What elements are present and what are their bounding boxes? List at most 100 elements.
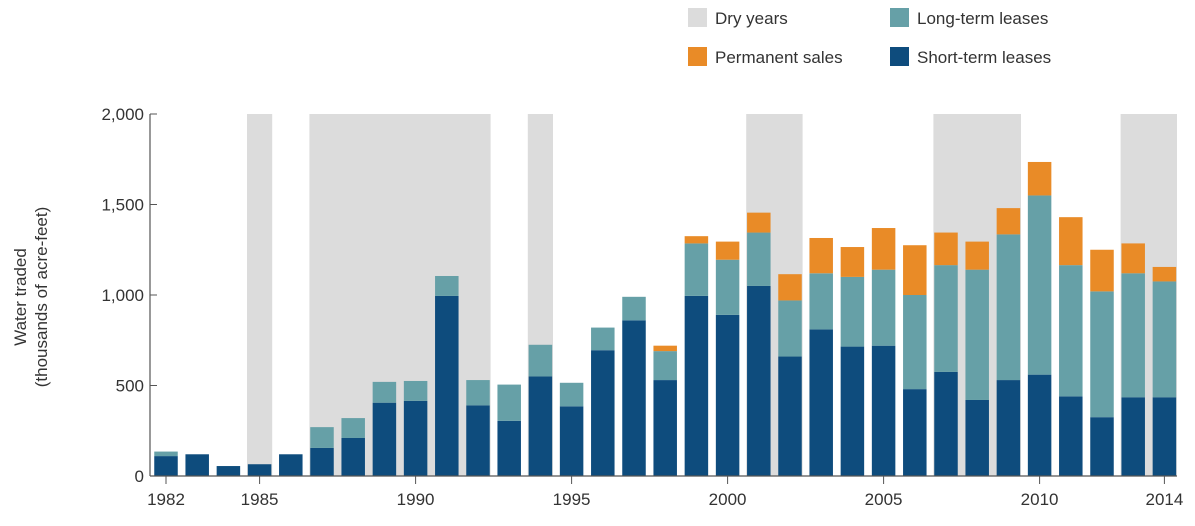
bar-segment-permanent-sales	[1152, 266, 1177, 282]
bar-segment-permanent-sales	[1121, 243, 1145, 274]
bar-segment-long-term-leases	[497, 384, 521, 421]
y-tick-label: 2,000	[101, 105, 144, 124]
bar-segment-long-term-leases	[903, 295, 927, 390]
bar-segment-short-term-leases	[559, 406, 584, 476]
bar-segment-long-term-leases	[840, 276, 865, 347]
y-axis-label: Water traded (thousands of acre-feet)	[11, 207, 51, 387]
bar-segment-short-term-leases	[1090, 417, 1114, 476]
bar-segment-short-term-leases	[715, 314, 740, 476]
y-tick-label: 500	[116, 377, 144, 396]
bar-segment-short-term-leases	[996, 380, 1021, 476]
bar-segment-short-term-leases	[622, 320, 646, 476]
bar-segment-long-term-leases	[1121, 273, 1145, 398]
x-tick-label: 1985	[241, 490, 279, 509]
bar-segment-permanent-sales	[684, 236, 709, 244]
bar-segment-short-term-leases	[528, 376, 553, 476]
bar-segment-long-term-leases	[466, 380, 490, 406]
y-tick-label: 1,500	[101, 196, 144, 215]
bar-segment-short-term-leases	[903, 389, 927, 476]
bar-segment-long-term-leases	[715, 259, 740, 315]
bar-segment-short-term-leases	[871, 345, 896, 476]
bar-segment-long-term-leases	[528, 344, 553, 377]
bar-segment-short-term-leases	[279, 454, 303, 476]
bars	[154, 161, 1177, 476]
bar-segment-long-term-leases	[996, 234, 1021, 381]
axes	[149, 114, 1177, 477]
bar-segment-permanent-sales	[809, 237, 833, 274]
x-tick-label: 2000	[709, 490, 747, 509]
bar-segment-permanent-sales	[1090, 249, 1114, 292]
bar-segment-permanent-sales	[965, 241, 989, 270]
x-axis-ticks: 1982 1985 1990 1995 2000 2005 2010 2014	[147, 476, 1183, 509]
bar-segment-short-term-leases	[372, 402, 397, 476]
bar-segment-permanent-sales	[715, 241, 740, 260]
bar-segment-short-term-leases	[216, 466, 241, 476]
legend-label: Long-term leases	[917, 9, 1048, 28]
bar-segment-permanent-sales	[1059, 217, 1083, 266]
bar-segment-long-term-leases	[435, 275, 459, 296]
bar-segment-long-term-leases	[310, 427, 334, 448]
bar-segment-long-term-leases	[591, 327, 615, 351]
bar-segment-long-term-leases	[1152, 281, 1177, 398]
bar-segment-long-term-leases	[809, 273, 833, 330]
bar-segment-short-term-leases	[247, 464, 272, 476]
x-tick-label: 2014	[1145, 490, 1183, 509]
bar-segment-long-term-leases	[653, 351, 677, 381]
bar-segment-short-term-leases	[435, 295, 459, 476]
bar-segment-long-term-leases	[965, 269, 989, 400]
bar-segment-short-term-leases	[310, 447, 334, 476]
bar-segment-permanent-sales	[747, 212, 771, 233]
bar-segment-long-term-leases	[341, 418, 365, 438]
bar-segment-permanent-sales	[996, 208, 1021, 235]
legend-swatch	[688, 47, 707, 66]
bar-segment-short-term-leases	[154, 456, 178, 476]
bar-segment-permanent-sales	[903, 245, 927, 295]
bar-segment-long-term-leases	[559, 382, 584, 407]
y-axis-title-line: Water traded	[11, 248, 30, 346]
x-tick-label: 1990	[397, 490, 435, 509]
bar-segment-permanent-sales	[1027, 161, 1052, 196]
bar-segment-long-term-leases	[778, 300, 802, 357]
x-tick-label: 2005	[865, 490, 903, 509]
bar-segment-long-term-leases	[1059, 265, 1083, 397]
bar-segment-short-term-leases	[778, 356, 802, 476]
bar-segment-permanent-sales	[840, 247, 865, 277]
bar-segment-short-term-leases	[747, 285, 771, 476]
y-axis-ticks: 0 500 1,000 1,500 2,000	[101, 105, 157, 486]
bar-segment-short-term-leases	[1059, 396, 1083, 476]
bar-segment-short-term-leases	[934, 371, 958, 476]
bar-segment-short-term-leases	[653, 380, 677, 476]
legend-label: Dry years	[715, 9, 788, 28]
bar-segment-long-term-leases	[934, 265, 958, 372]
x-tick-label: 1995	[553, 490, 591, 509]
legend-label: Short-term leases	[917, 48, 1051, 67]
bar-segment-short-term-leases	[1152, 397, 1177, 476]
bar-segment-short-term-leases	[466, 405, 490, 476]
bar-segment-long-term-leases	[154, 451, 178, 457]
bar-segment-long-term-leases	[871, 269, 896, 346]
bar-segment-short-term-leases	[1121, 397, 1145, 476]
bar-segment-short-term-leases	[185, 454, 209, 476]
bar-segment-long-term-leases	[622, 296, 646, 321]
bar-segment-short-term-leases	[840, 346, 865, 476]
bar-segment-long-term-leases	[684, 243, 709, 296]
legend-swatch	[890, 47, 909, 66]
y-tick-label: 1,000	[101, 286, 144, 305]
legend-swatch	[890, 8, 909, 27]
y-axis-title: Water traded (thousands of acre-feet)	[11, 207, 51, 387]
y-tick-label: 0	[135, 467, 144, 486]
bar-segment-short-term-leases	[965, 399, 989, 476]
bar-segment-permanent-sales	[871, 228, 896, 270]
bar-segment-short-term-leases	[684, 295, 709, 476]
dry-years-band	[309, 114, 491, 476]
bar-segment-short-term-leases	[497, 420, 521, 476]
bar-segment-long-term-leases	[747, 232, 771, 286]
legend-label: Permanent sales	[715, 48, 843, 67]
x-tick-label: 1982	[147, 490, 185, 509]
bar-segment-long-term-leases	[403, 380, 428, 401]
legend: Dry years Long-term leases Permanent sales…	[688, 8, 1051, 67]
bar-segment-short-term-leases	[591, 350, 615, 476]
x-tick-label: 2010	[1021, 490, 1059, 509]
bar-segment-permanent-sales	[778, 274, 802, 301]
